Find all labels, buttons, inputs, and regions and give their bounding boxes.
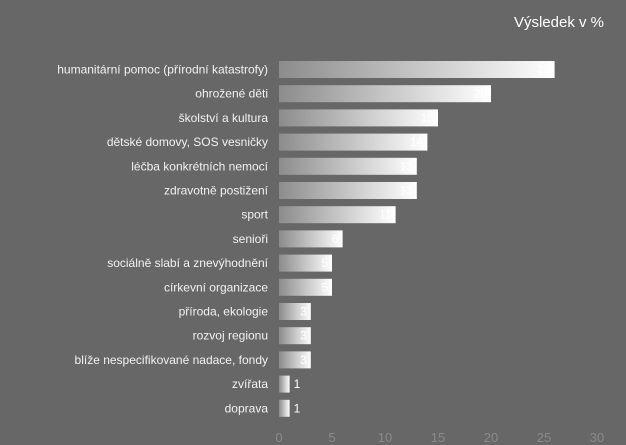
category-label: doprava <box>225 401 269 415</box>
category-label: sport <box>241 208 268 222</box>
value-label: 5 <box>321 280 328 294</box>
bar <box>279 133 428 151</box>
category-label: sociálně slabí a znevýhodnění <box>107 256 268 270</box>
bar <box>279 206 396 224</box>
value-label: 1 <box>294 377 301 391</box>
x-tick-label: 10 <box>378 430 392 445</box>
category-label: senioři <box>233 232 268 246</box>
bar <box>279 399 290 417</box>
value-label: 1 <box>294 401 301 415</box>
x-tick-label: 25 <box>537 430 551 445</box>
chart-title: Výsledek v % <box>514 14 604 31</box>
bar <box>279 61 555 78</box>
bar <box>279 375 290 393</box>
category-label: dětské domovy, SOS vesničky <box>107 135 268 149</box>
x-tick-label: 0 <box>275 430 282 445</box>
x-tick-label: 20 <box>484 430 498 445</box>
bar <box>279 85 491 103</box>
category-label: církevní organizace <box>164 280 268 294</box>
category-label: zdravotně postižení <box>164 184 269 198</box>
category-label: školství a kultura <box>179 111 269 125</box>
bars-group: humanitární pomoc (přírodní katastrofy) 2… <box>57 61 555 417</box>
x-tick-label: 15 <box>431 430 445 445</box>
value-label: 15 <box>421 111 435 125</box>
category-label: rozvoj regionu <box>193 329 268 343</box>
category-label: příroda, ekologie <box>179 305 269 319</box>
bar <box>279 303 311 320</box>
bar <box>279 230 343 248</box>
bar <box>279 278 332 296</box>
bar <box>279 327 311 345</box>
value-label: 5 <box>321 256 328 270</box>
value-label: 3 <box>300 329 307 343</box>
value-label: 11 <box>379 208 392 222</box>
bar <box>279 109 438 127</box>
value-label: 20 <box>474 87 488 101</box>
value-label: 3 <box>300 305 307 319</box>
value-label: 14 <box>410 135 424 149</box>
value-label: 6 <box>332 232 339 246</box>
bar <box>279 254 332 272</box>
category-label: zvířata <box>232 377 268 391</box>
bar <box>279 157 417 175</box>
category-label: humanitární pomoc (přírodní katastrofy) <box>57 63 268 77</box>
x-axis-ticks: 0 5 10 15 20 25 30 <box>275 430 604 445</box>
x-tick-label: 30 <box>590 430 604 445</box>
bar <box>279 351 311 369</box>
value-label: 13 <box>399 159 413 173</box>
category-label: léčba konkrétních nemocí <box>131 159 268 173</box>
value-label: 13 <box>399 184 413 198</box>
category-label: blíže nespecifikované nadace, fondy <box>75 353 268 367</box>
x-tick-label: 5 <box>328 430 335 445</box>
category-label: ohrožené děti <box>195 87 268 101</box>
value-label: 26 <box>537 63 551 77</box>
bar <box>279 182 417 199</box>
value-label: 3 <box>300 353 307 367</box>
